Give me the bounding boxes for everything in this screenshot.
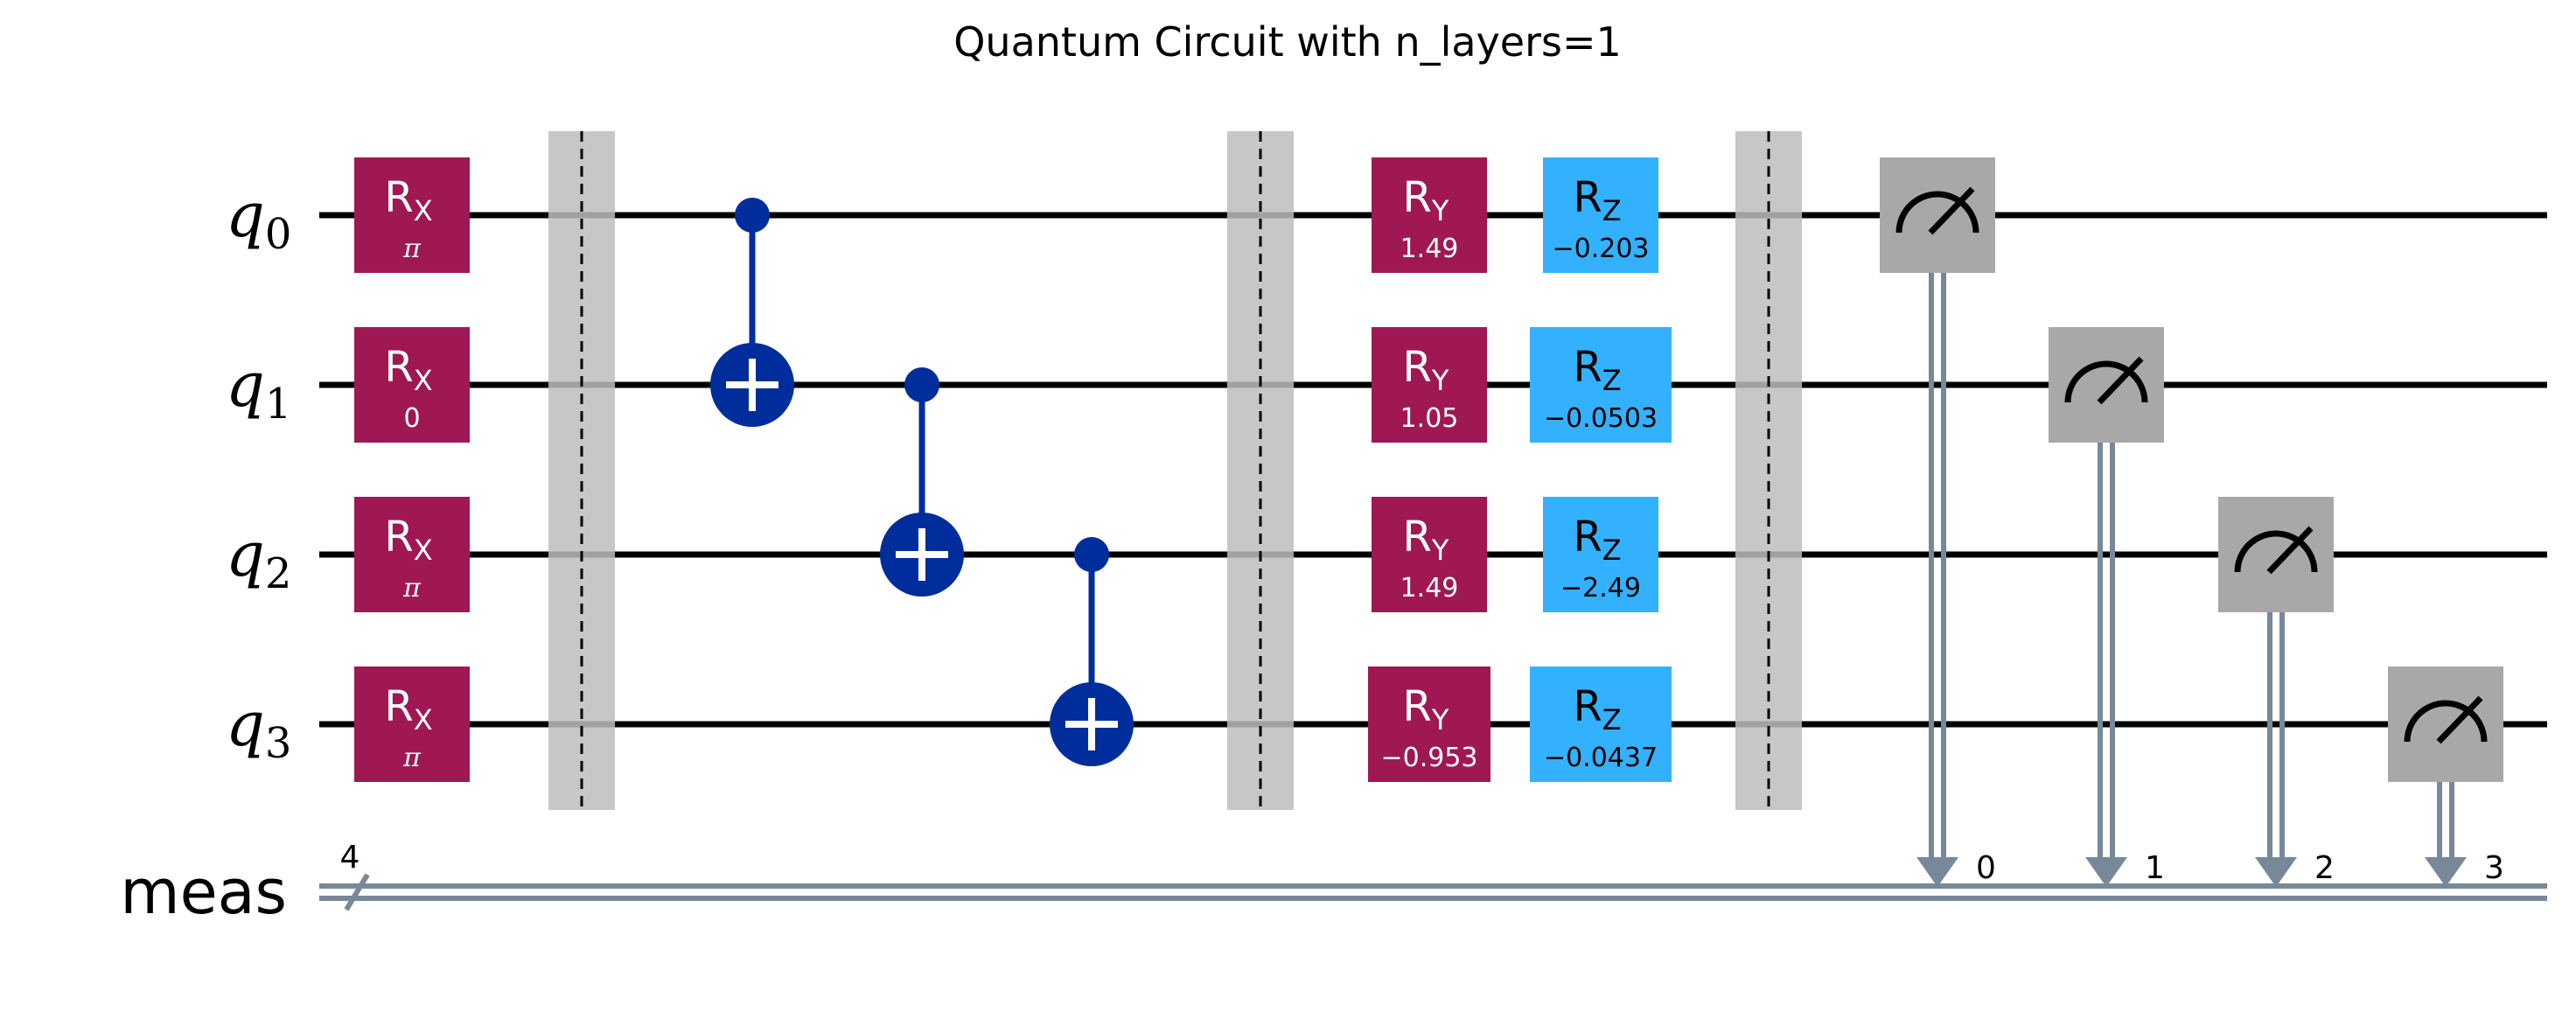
ry-gate-box <box>1368 667 1490 782</box>
barriers-layer <box>548 131 1802 810</box>
measure-gate-q0: 0 <box>1880 157 1996 887</box>
ry-gate-q3: RY −0.953 <box>1368 667 1490 782</box>
labels-layer: 4 q0 q1 q2 q3 meas <box>120 179 360 928</box>
rz-gate-name: RZ <box>1573 173 1621 227</box>
rz-gate-name: RZ <box>1573 513 1621 567</box>
rx-gate-name: RX <box>384 513 432 567</box>
measure-gate-q2: 2 <box>2218 497 2335 887</box>
rx-gate-name: RX <box>384 682 432 736</box>
ry-gate-box <box>1372 327 1487 443</box>
rx-gate-q1: RX 0 <box>354 327 470 443</box>
rz-gate-box <box>1543 157 1658 273</box>
rz-gate-q2: RZ −2.49 <box>1543 497 1658 612</box>
rz-gate-box <box>1543 497 1658 612</box>
ry-gate-param: 1.49 <box>1400 573 1459 604</box>
qubit-label-3: q3 <box>226 688 291 768</box>
measure-box <box>2388 667 2503 782</box>
meter-needle-icon <box>2436 695 2483 744</box>
rz-gate-name: RZ <box>1573 343 1621 397</box>
gates-layer: RX π RX 0 RX π RX π RY 1.49 RY 1.05 RY 1.49 RY −0.953 RZ… <box>354 157 1672 782</box>
rx-gate-name: RX <box>384 173 432 227</box>
meter-arc-icon <box>2064 360 2148 403</box>
measure-gate-q1: 1 <box>2049 327 2165 887</box>
ry-gate-box <box>1372 497 1487 612</box>
rx-gate-box <box>354 667 470 782</box>
register-slash <box>344 873 370 911</box>
clbit-index-2: 2 <box>2314 850 2335 886</box>
meter-needle-icon <box>2266 526 2314 575</box>
ry-gate-name: RY <box>1403 513 1449 567</box>
rz-gate-param: −0.0437 <box>1544 743 1658 773</box>
classical-register-label: meas <box>120 856 287 928</box>
rz-gate-name: RZ <box>1573 682 1621 736</box>
rx-gate-param: π <box>402 234 422 264</box>
diagram-title: Quantum Circuit with n_layers=1 <box>953 18 1622 66</box>
rx-gate-q0: RX π <box>354 157 470 273</box>
cnot-control-dot <box>904 367 939 402</box>
qubit-label-1: q1 <box>226 349 291 429</box>
qubit-label-0: q0 <box>226 179 291 259</box>
measure-box <box>1880 157 1995 273</box>
rx-gate-box <box>354 327 470 443</box>
meter-arc-icon <box>1895 191 1979 234</box>
register-width: 4 <box>340 840 360 876</box>
measure-arrow <box>2085 857 2127 887</box>
ry-gate-name: RY <box>1403 173 1449 227</box>
ry-gate-param: 1.05 <box>1400 403 1459 434</box>
rx-gate-param: π <box>402 743 422 773</box>
meter-needle-icon <box>2097 356 2144 405</box>
cnot-control-dot <box>735 198 770 233</box>
measure-box <box>2218 497 2334 612</box>
qubit-label-2: q2 <box>226 519 291 598</box>
rx-gate-box <box>354 157 470 273</box>
measure-arrow <box>2255 857 2297 887</box>
meter-arc-icon <box>2404 700 2488 743</box>
meter-needle-icon <box>1928 186 1975 235</box>
cnot-gate-1 <box>880 367 964 597</box>
measure-gate-q3: 3 <box>2388 667 2504 887</box>
ry-gate-param: 1.49 <box>1400 234 1459 264</box>
ry-gate-param: −0.953 <box>1380 743 1477 773</box>
rz-gate-q1: RZ −0.0503 <box>1530 327 1672 443</box>
rz-gate-q3: RZ −0.0437 <box>1530 667 1672 782</box>
rz-gate-box <box>1530 327 1672 443</box>
meter-arc-icon <box>2234 530 2318 573</box>
rx-gate-param: π <box>402 573 422 604</box>
ry-gate-q0: RY 1.49 <box>1372 157 1487 273</box>
rx-gate-name: RX <box>384 343 432 397</box>
rz-gate-param: −2.49 <box>1560 573 1641 604</box>
measure-box <box>2049 327 2164 443</box>
cnot-gate-0 <box>710 198 794 427</box>
clbit-index-3: 3 <box>2484 850 2504 886</box>
ry-gate-name: RY <box>1403 343 1449 397</box>
ry-gate-box <box>1372 157 1487 273</box>
rx-gate-q2: RX π <box>354 497 470 612</box>
rz-gate-param: −0.203 <box>1552 234 1649 264</box>
rx-gate-param: 0 <box>403 403 420 434</box>
measures-layer: 0 1 2 3 <box>1880 157 2504 887</box>
clbit-index-1: 1 <box>2145 850 2165 886</box>
rz-gate-q0: RZ −0.203 <box>1543 157 1658 273</box>
measure-arrow <box>2425 857 2467 887</box>
rx-gate-box <box>354 497 470 612</box>
rz-gate-param: −0.0503 <box>1544 403 1658 434</box>
ry-gate-q1: RY 1.05 <box>1372 327 1487 443</box>
measure-arrow <box>1916 857 1958 887</box>
clbit-index-0: 0 <box>1976 850 1996 886</box>
ry-gate-name: RY <box>1403 682 1449 736</box>
rz-gate-box <box>1530 667 1672 782</box>
cnot-gate-2 <box>1050 537 1134 766</box>
ry-gate-q2: RY 1.49 <box>1372 497 1487 612</box>
cnot-control-dot <box>1074 537 1109 572</box>
rx-gate-q3: RX π <box>354 667 470 782</box>
